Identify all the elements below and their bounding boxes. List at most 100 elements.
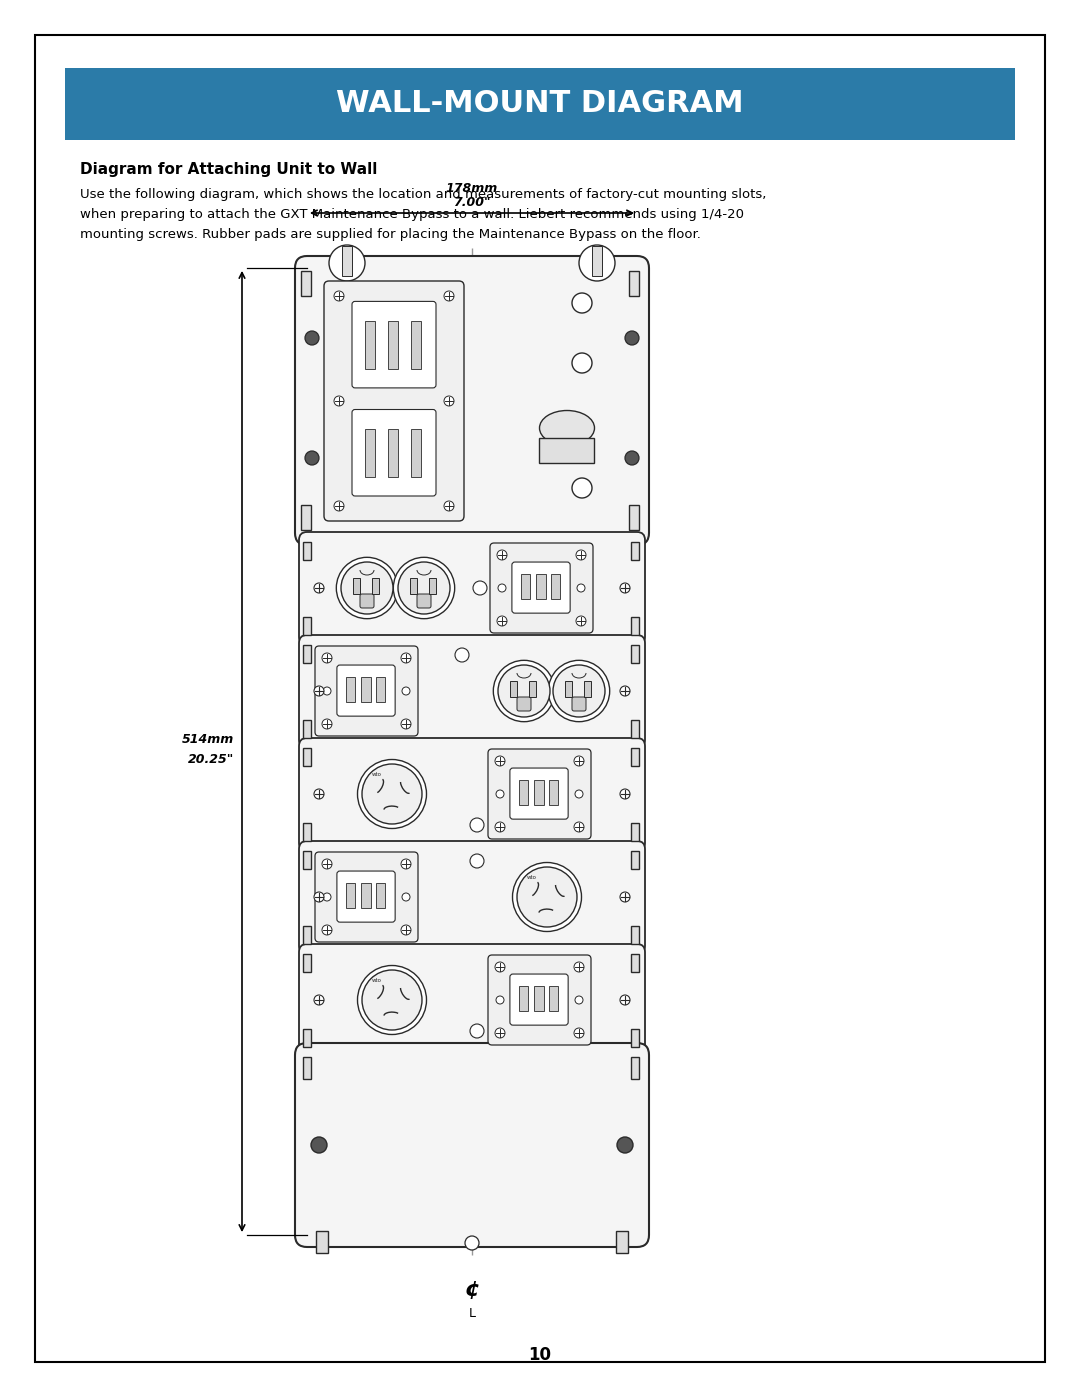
Circle shape	[579, 244, 615, 281]
Bar	[551, 574, 561, 599]
Text: 7.00": 7.00"	[454, 196, 490, 210]
Circle shape	[620, 789, 630, 799]
Circle shape	[549, 661, 610, 722]
FancyBboxPatch shape	[295, 256, 649, 545]
Text: Diagram for Attaching Unit to Wall: Diagram for Attaching Unit to Wall	[80, 162, 377, 177]
Bar	[429, 578, 436, 594]
Bar	[565, 680, 572, 697]
Bar	[537, 574, 545, 599]
Bar	[303, 954, 311, 972]
Circle shape	[497, 616, 507, 626]
FancyBboxPatch shape	[352, 409, 436, 496]
Circle shape	[334, 502, 345, 511]
Circle shape	[495, 821, 505, 833]
Bar	[631, 542, 639, 560]
Bar	[631, 645, 639, 664]
FancyBboxPatch shape	[337, 665, 395, 717]
Circle shape	[323, 893, 330, 901]
Text: 10: 10	[528, 1345, 552, 1363]
Circle shape	[401, 652, 411, 664]
Circle shape	[572, 353, 592, 373]
Text: 514mm: 514mm	[181, 733, 234, 746]
Bar	[365, 320, 375, 369]
Circle shape	[334, 291, 345, 300]
Circle shape	[402, 893, 410, 901]
Bar	[362, 883, 370, 908]
Circle shape	[573, 1028, 584, 1038]
Bar	[303, 645, 311, 664]
Circle shape	[455, 648, 469, 662]
FancyBboxPatch shape	[337, 872, 395, 922]
Text: L: L	[469, 1308, 475, 1320]
Circle shape	[341, 562, 393, 615]
Circle shape	[620, 686, 630, 696]
Circle shape	[322, 925, 332, 935]
Bar	[303, 926, 311, 944]
Circle shape	[305, 331, 319, 345]
Text: ¢: ¢	[464, 1280, 480, 1301]
FancyBboxPatch shape	[299, 636, 645, 747]
Bar	[65, 68, 1015, 140]
Circle shape	[322, 859, 332, 869]
Bar	[342, 246, 352, 277]
Circle shape	[495, 756, 505, 766]
FancyBboxPatch shape	[488, 749, 591, 840]
Circle shape	[470, 854, 484, 868]
Ellipse shape	[540, 411, 594, 446]
Circle shape	[362, 764, 422, 824]
Bar	[411, 429, 421, 476]
Circle shape	[573, 821, 584, 833]
FancyBboxPatch shape	[360, 594, 374, 608]
Circle shape	[402, 687, 410, 694]
Circle shape	[517, 868, 577, 928]
Circle shape	[496, 996, 504, 1004]
Circle shape	[494, 661, 555, 722]
Text: Use the following diagram, which shows the location and measurements of factory-: Use the following diagram, which shows t…	[80, 189, 767, 201]
Bar	[539, 439, 594, 462]
Bar	[301, 271, 311, 296]
Bar	[529, 680, 536, 697]
Circle shape	[625, 451, 639, 465]
FancyBboxPatch shape	[417, 594, 431, 608]
Circle shape	[577, 584, 585, 592]
Circle shape	[393, 557, 455, 619]
Bar	[631, 1030, 639, 1046]
Circle shape	[553, 665, 605, 717]
Bar	[301, 504, 311, 529]
Bar	[303, 851, 311, 869]
Circle shape	[620, 893, 630, 902]
Circle shape	[470, 1024, 484, 1038]
Bar	[303, 823, 311, 841]
Bar	[631, 747, 639, 766]
Circle shape	[311, 1137, 327, 1153]
FancyBboxPatch shape	[352, 302, 436, 388]
Circle shape	[314, 583, 324, 592]
Circle shape	[444, 502, 454, 511]
Bar	[388, 320, 399, 369]
Bar	[410, 578, 417, 594]
Text: 178mm: 178mm	[446, 182, 498, 196]
Bar	[376, 883, 386, 908]
Bar	[365, 429, 375, 476]
Bar	[411, 320, 421, 369]
FancyBboxPatch shape	[299, 532, 645, 645]
Bar	[631, 617, 639, 636]
FancyBboxPatch shape	[315, 645, 418, 736]
Circle shape	[497, 550, 507, 560]
Text: wto: wto	[372, 773, 382, 777]
Bar	[303, 617, 311, 636]
Circle shape	[305, 451, 319, 465]
Bar	[316, 1231, 328, 1253]
Circle shape	[401, 925, 411, 935]
Circle shape	[323, 687, 330, 694]
Bar	[346, 883, 355, 908]
Bar	[584, 680, 591, 697]
Circle shape	[314, 995, 324, 1004]
Circle shape	[620, 995, 630, 1004]
Bar	[535, 986, 543, 1011]
Bar	[388, 429, 399, 476]
Circle shape	[329, 244, 365, 281]
Bar	[631, 926, 639, 944]
Bar	[362, 678, 370, 701]
Bar	[616, 1231, 627, 1253]
